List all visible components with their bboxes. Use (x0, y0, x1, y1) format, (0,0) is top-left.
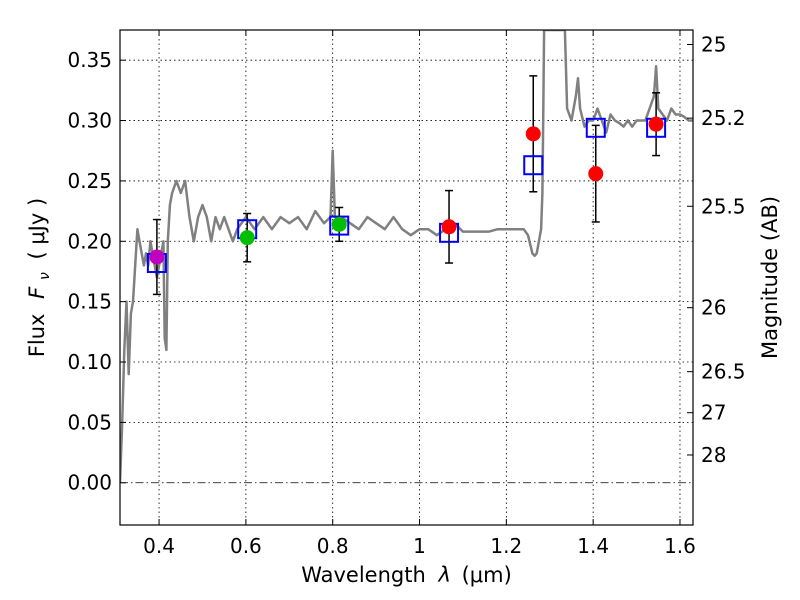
y-tick-label: 0.35 (67, 48, 112, 72)
model-flux-square (523, 155, 544, 176)
y-axis-label-prefix: Flux (25, 314, 49, 358)
y-tick-label: 0.15 (67, 290, 112, 314)
tick-layer: 0.4 0.6 0.8 1 1.2 1.4 1.6 0.00 0.05 0.10 0.15 0.20 0… (67, 30, 746, 558)
plot-frame (119, 29, 694, 526)
y-axis-label-unit: ( μJy ) (25, 198, 49, 260)
y-tick-label: 0.30 (67, 109, 112, 133)
observed-flux-point (648, 116, 664, 132)
y-axis-label-symbol: F (25, 286, 49, 299)
errorbar-layer (152, 75, 661, 296)
magnitude-tick-label: 25 (701, 32, 726, 56)
model-photometry-layer (146, 117, 667, 274)
magnitude-tick-label: 27 (701, 401, 726, 425)
x-tick-label: 0.4 (143, 534, 175, 558)
magnitude-tick-label: 26 (701, 296, 726, 320)
y-tick-label: 0.05 (67, 410, 112, 434)
y-tick-label: 0.00 (67, 471, 112, 495)
x-tick-label: 1 (413, 534, 426, 558)
magnitude-tick-label: 28 (701, 443, 726, 467)
y-tick-label: 0.25 (67, 169, 112, 193)
x-tick-label: 1.2 (490, 534, 522, 558)
x-axis-label-unit: (μm) (462, 563, 512, 587)
model-flux-square (585, 117, 606, 138)
model-flux-square (329, 215, 350, 236)
magnitude-tick-label: 25.2 (701, 106, 746, 130)
observed-flux-point (149, 249, 165, 265)
x-axis-label: Wavelength λ (μm) (301, 563, 512, 587)
y-axis-label: Flux F ν ( μJy ) (25, 198, 54, 357)
x-tick-label: 1.6 (664, 534, 696, 558)
observed-photometry-layer (149, 116, 664, 265)
observed-flux-point (588, 166, 604, 182)
spectrum-layer (120, 30, 693, 483)
x-tick-label: 0.6 (230, 534, 262, 558)
x-axis-label-prefix: Wavelength (301, 563, 426, 587)
x-tick-label: 1.4 (577, 534, 609, 558)
magnitude-tick-label: 26.5 (701, 360, 746, 384)
template-spectrum-line (120, 30, 693, 483)
observed-flux-point (525, 126, 541, 142)
magnitude-tick-label: 25.5 (701, 194, 746, 218)
y-axis-label-subscript: ν (37, 272, 53, 280)
magnitude-axis-label: Magnitude (AB) (758, 196, 782, 359)
grid (120, 30, 693, 525)
x-axis-label-symbol: λ (437, 563, 450, 587)
y-tick-label: 0.10 (67, 350, 112, 374)
y-tick-label: 0.20 (67, 229, 112, 253)
observed-flux-point (239, 230, 255, 246)
x-tick-label: 0.8 (317, 534, 349, 558)
observed-flux-point (441, 219, 457, 235)
observed-flux-point (331, 216, 347, 232)
